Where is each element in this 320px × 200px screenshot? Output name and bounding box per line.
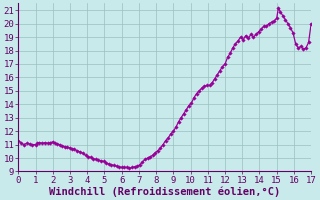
X-axis label: Windchill (Refroidissement éolien,°C): Windchill (Refroidissement éolien,°C) — [49, 186, 280, 197]
